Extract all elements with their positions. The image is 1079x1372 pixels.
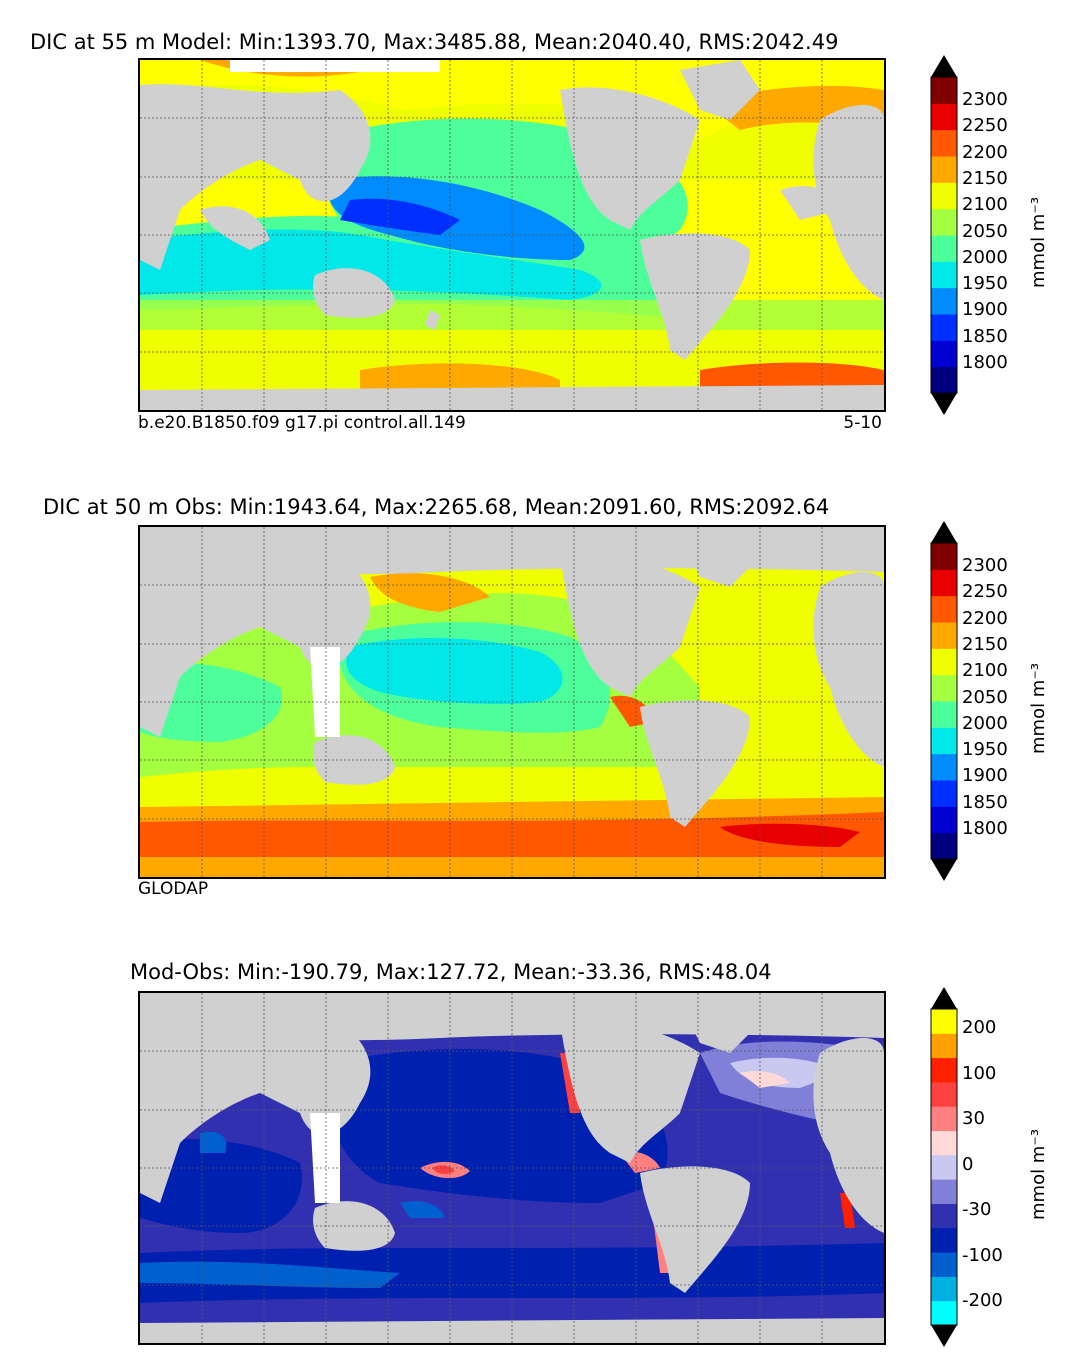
- colorbar-tick-label: 2300: [962, 89, 1008, 110]
- colorbar-extend-max: [931, 55, 957, 77]
- colorbar-segment: [931, 261, 957, 289]
- colorbar-tick-label: 1950: [962, 739, 1008, 761]
- panel2-map: [138, 525, 886, 879]
- colorbar-segment: [931, 1276, 957, 1302]
- colorbar-tick-label: 200: [962, 1017, 997, 1038]
- colorbar-segment: [931, 1252, 957, 1277]
- colorbar-extend-max: [931, 987, 957, 1009]
- panel2-map-svg: [140, 527, 884, 877]
- colorbar-tick-label: -100: [962, 1244, 1003, 1266]
- colorbar-segment: [931, 1009, 957, 1034]
- colorbar-extend-min: [931, 1325, 957, 1347]
- panel3-map: [138, 991, 886, 1345]
- colorbar-segment: [931, 595, 957, 623]
- colorbar-segment: [931, 156, 957, 183]
- colorbar-tick-label: 0: [962, 1153, 974, 1175]
- colorbar-tick-label: 2050: [962, 686, 1008, 708]
- colorbar-segment: [931, 780, 957, 807]
- colorbar-segment: [931, 129, 957, 157]
- colorbar-segment: [931, 208, 957, 236]
- colorbar-segment: [931, 753, 957, 781]
- colorbar-tick-label: -200: [962, 1290, 1003, 1311]
- colorbar-segment: [931, 1227, 957, 1253]
- colorbar-tick-label: 1900: [962, 299, 1008, 321]
- panel1-map-svg: [140, 60, 884, 410]
- colorbar-tick-label: 2000: [962, 712, 1008, 734]
- colorbar-segment: [931, 622, 957, 649]
- colorbar-tick-label: 2100: [962, 660, 1008, 682]
- colorbar-tick-label: 1850: [962, 325, 1008, 347]
- colorbar-tick-label: 2300: [962, 555, 1008, 576]
- colorbar-extend-max: [931, 521, 957, 543]
- colorbar-frame: [930, 1008, 958, 1326]
- colorbar-extend-min: [931, 859, 957, 881]
- colorbar-tick-label: 2200: [962, 607, 1008, 629]
- colorbar-segment: [931, 727, 957, 755]
- panel2-colorbar: [930, 521, 958, 881]
- panel2-colorbar-unit: mmol m⁻³: [1028, 662, 1049, 754]
- colorbar-tick-label: 2250: [962, 581, 1008, 603]
- panel1-map: [138, 58, 886, 412]
- colorbar-tick-label: 1900: [962, 765, 1008, 787]
- colorbar-segment: [931, 832, 957, 860]
- colorbar-tick-label: 2250: [962, 115, 1008, 137]
- colorbar-segment: [931, 1300, 957, 1326]
- panel1-subtitle-right: 5-10: [843, 413, 882, 433]
- colorbar-segment: [931, 648, 957, 676]
- panel3-colorbar-unit: mmol m⁻³: [1028, 1128, 1049, 1220]
- panel2-subtitle-left: GLODAP: [138, 879, 209, 899]
- colorbar-segment: [931, 1154, 957, 1180]
- colorbar-segment: [931, 1057, 957, 1083]
- colorbar-segment: [931, 340, 957, 368]
- colorbar-tick-label: 2000: [962, 246, 1008, 268]
- panel1-colorbar-unit: mmol m⁻³: [1028, 196, 1049, 288]
- colorbar-segment: [931, 1203, 957, 1229]
- colorbar-segment: [931, 103, 957, 131]
- colorbar-segment: [931, 182, 957, 210]
- colorbar-frame: [930, 76, 958, 394]
- colorbar-tick-label: 2150: [962, 167, 1008, 189]
- colorbar-segment: [931, 1081, 957, 1107]
- colorbar-segment: [931, 1179, 957, 1204]
- panel1-colorbar: [930, 55, 958, 415]
- colorbar-segment: [931, 569, 957, 597]
- colorbar-segment: [931, 1033, 957, 1059]
- colorbar-tick-label: 30: [962, 1108, 985, 1129]
- colorbar-segment: [931, 235, 957, 262]
- colorbar-segment: [931, 674, 957, 702]
- panel3-colorbar: [930, 987, 958, 1347]
- colorbar-tick-label: 1950: [962, 273, 1008, 295]
- colorbar-segment: [931, 366, 957, 394]
- colorbar-segment: [931, 314, 957, 341]
- panel1-title: DIC at 55 m Model: Min:1393.70, Max:3485…: [30, 30, 839, 54]
- colorbar-segment: [931, 77, 957, 104]
- colorbar-segment: [931, 1130, 957, 1156]
- colorbar-tick-label: 1800: [962, 352, 1008, 373]
- panel3-title: Mod-Obs: Min:-190.79, Max:127.72, Mean:-…: [130, 960, 772, 984]
- colorbar-tick-label: 2200: [962, 141, 1008, 163]
- colorbar-segment: [931, 543, 957, 570]
- colorbar-segment: [931, 287, 957, 315]
- colorbar-tick-label: 2100: [962, 194, 1008, 216]
- colorbar-tick-label: -30: [962, 1199, 992, 1220]
- colorbar-tick-label: 2150: [962, 633, 1008, 655]
- colorbar-segment: [931, 701, 957, 728]
- panel1-subtitle-left: b.e20.B1850.f09 g17.pi control.all.149: [138, 413, 466, 433]
- panel3-map-svg: [140, 993, 884, 1343]
- colorbar-tick-label: 100: [962, 1062, 997, 1084]
- panel2-title: DIC at 50 m Obs: Min:1943.64, Max:2265.6…: [43, 495, 830, 519]
- colorbar-tick-label: 1850: [962, 791, 1008, 813]
- colorbar-frame: [930, 542, 958, 860]
- colorbar-tick-label: 2050: [962, 220, 1008, 242]
- colorbar-segment: [931, 1106, 957, 1132]
- colorbar-tick-label: 1800: [962, 818, 1008, 839]
- colorbar-segment: [931, 806, 957, 834]
- colorbar-extend-min: [931, 393, 957, 415]
